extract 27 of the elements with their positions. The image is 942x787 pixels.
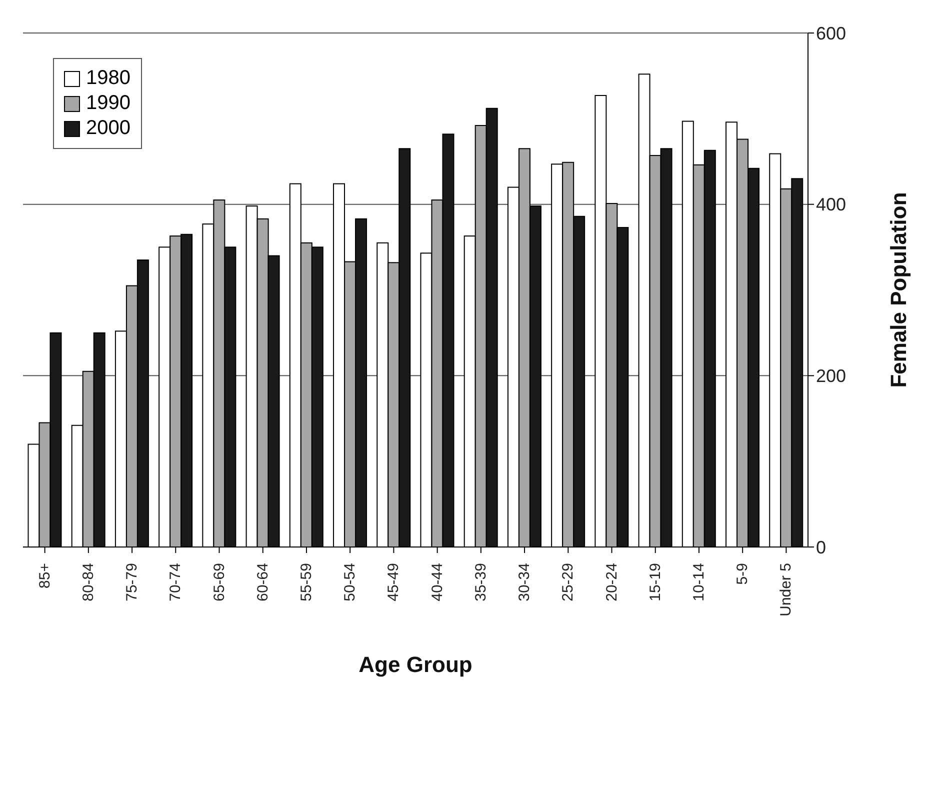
x-tick-label: 45-49 <box>385 563 402 602</box>
x-tick-label: 75-79 <box>124 563 141 602</box>
y-tick-label: 200 <box>816 366 846 386</box>
x-tick-label: 80-84 <box>80 563 97 602</box>
legend-label: 1980 <box>86 67 130 90</box>
x-tick-label: 60-64 <box>254 563 272 602</box>
x-tick-label: 5-9 <box>734 563 752 585</box>
y-axis-title: Female Population <box>886 192 911 388</box>
x-tick-label: 25-29 <box>560 563 577 602</box>
x-axis-title: Age Group <box>358 652 472 677</box>
x-tick-label: 55-59 <box>298 563 315 602</box>
y-tick-label: 0 <box>816 537 826 558</box>
x-tick-label: 85+ <box>36 562 54 588</box>
x-tick-label: Under 5 <box>778 563 795 616</box>
y-tick-label: 600 <box>816 23 846 44</box>
x-tick-label: 70-74 <box>167 563 184 602</box>
y-tick-label: 400 <box>816 194 846 215</box>
x-tick-label: 35-39 <box>472 563 490 602</box>
x-tick-label: 65-69 <box>210 563 228 602</box>
x-tick-label: 10-14 <box>690 563 708 602</box>
x-tick-label: 50-54 <box>342 563 359 602</box>
x-tick-label: 40-44 <box>428 563 446 602</box>
x-tick-label: 30-34 <box>516 563 534 602</box>
x-tick-label: 15-19 <box>646 563 664 602</box>
legend-label: 1990 <box>86 92 130 115</box>
x-tick-label: 20-24 <box>603 563 620 602</box>
legend-label: 2000 <box>86 117 130 140</box>
